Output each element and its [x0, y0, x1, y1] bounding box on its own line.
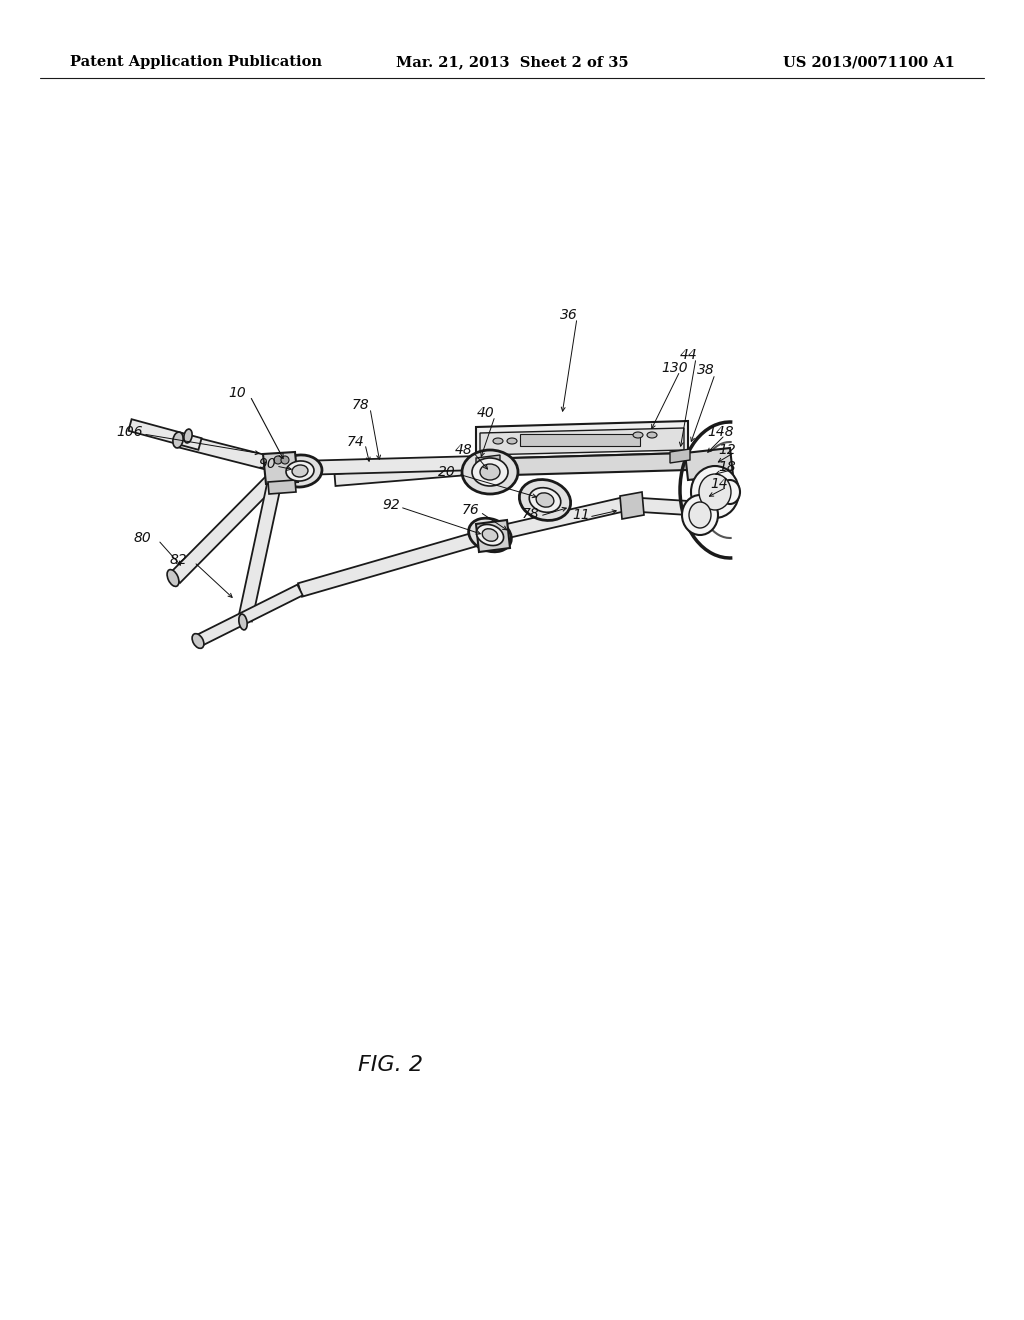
Polygon shape [263, 451, 298, 484]
Ellipse shape [480, 465, 500, 480]
Ellipse shape [167, 569, 179, 586]
Polygon shape [176, 433, 302, 478]
Text: 11: 11 [572, 508, 590, 521]
Text: 148: 148 [707, 425, 733, 440]
Ellipse shape [469, 519, 511, 552]
Polygon shape [128, 420, 202, 450]
Ellipse shape [689, 502, 711, 528]
Ellipse shape [537, 492, 554, 507]
Polygon shape [476, 421, 688, 459]
Text: 40: 40 [477, 407, 495, 420]
Text: FIG. 2: FIG. 2 [357, 1055, 423, 1074]
Ellipse shape [286, 461, 314, 480]
Text: 14: 14 [710, 477, 728, 491]
Text: 44: 44 [680, 348, 697, 362]
Ellipse shape [462, 450, 518, 494]
Ellipse shape [279, 455, 322, 487]
Text: 130: 130 [662, 360, 688, 375]
Ellipse shape [281, 455, 289, 465]
Text: 78: 78 [352, 399, 370, 412]
Ellipse shape [184, 429, 193, 444]
Polygon shape [170, 469, 283, 583]
Polygon shape [476, 459, 494, 475]
Polygon shape [476, 520, 510, 552]
Ellipse shape [274, 455, 282, 465]
Ellipse shape [682, 495, 718, 535]
Ellipse shape [193, 634, 204, 648]
Ellipse shape [507, 438, 517, 444]
Text: 76: 76 [462, 503, 480, 517]
Polygon shape [268, 480, 296, 494]
Text: 18: 18 [718, 459, 736, 474]
Text: 38: 38 [697, 363, 715, 378]
Ellipse shape [472, 458, 508, 486]
Polygon shape [480, 428, 684, 455]
Ellipse shape [712, 506, 728, 515]
Ellipse shape [633, 432, 643, 438]
Ellipse shape [173, 432, 183, 447]
Polygon shape [620, 492, 644, 519]
Text: 12: 12 [718, 444, 736, 457]
Text: 20: 20 [438, 465, 456, 479]
Ellipse shape [519, 479, 570, 520]
Ellipse shape [647, 432, 657, 438]
Polygon shape [520, 434, 640, 446]
Polygon shape [298, 528, 492, 597]
Ellipse shape [292, 465, 308, 477]
Ellipse shape [476, 524, 504, 545]
Text: Patent Application Publication: Patent Application Publication [70, 55, 322, 69]
Text: 80: 80 [134, 531, 152, 545]
Polygon shape [198, 585, 303, 645]
Ellipse shape [720, 480, 740, 504]
Text: 36: 36 [560, 308, 578, 322]
Text: 90: 90 [258, 457, 275, 471]
Polygon shape [670, 449, 690, 463]
Text: 10: 10 [228, 385, 246, 400]
Text: Mar. 21, 2013  Sheet 2 of 35: Mar. 21, 2013 Sheet 2 of 35 [395, 55, 629, 69]
Text: 106: 106 [116, 425, 142, 440]
Polygon shape [239, 479, 282, 622]
Ellipse shape [529, 487, 561, 512]
Polygon shape [625, 498, 721, 517]
Ellipse shape [482, 529, 498, 541]
Text: 92: 92 [382, 498, 399, 512]
Ellipse shape [699, 474, 731, 510]
Ellipse shape [493, 438, 503, 444]
Polygon shape [476, 453, 688, 477]
Text: 74: 74 [347, 436, 365, 449]
Text: 82: 82 [170, 553, 187, 568]
Text: 78: 78 [522, 507, 540, 521]
Polygon shape [298, 455, 480, 475]
Ellipse shape [691, 466, 739, 517]
Polygon shape [488, 498, 627, 541]
Text: 48: 48 [455, 444, 473, 457]
Polygon shape [685, 447, 733, 480]
Text: US 2013/0071100 A1: US 2013/0071100 A1 [783, 55, 955, 69]
Polygon shape [476, 455, 500, 471]
Ellipse shape [239, 614, 247, 630]
Polygon shape [335, 462, 480, 486]
